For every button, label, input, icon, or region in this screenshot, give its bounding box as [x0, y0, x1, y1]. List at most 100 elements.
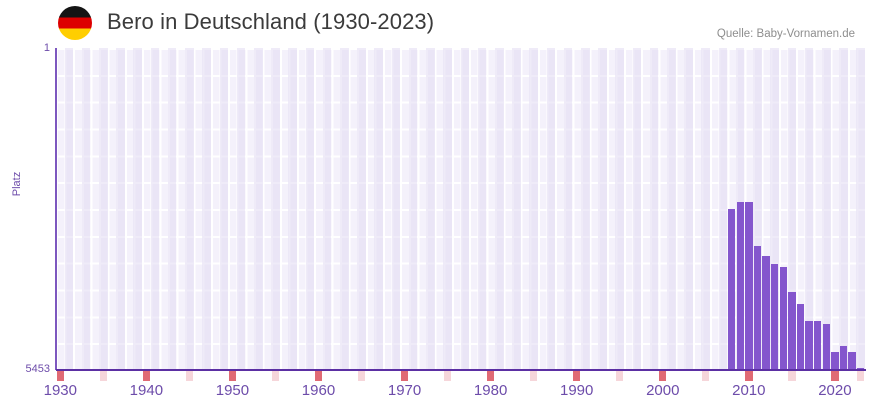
column-band [305, 48, 315, 370]
germany-flag-icon [58, 6, 92, 40]
min-marker [486, 371, 495, 381]
min-marker [616, 371, 624, 381]
bar[interactable] [839, 345, 848, 370]
column-band [632, 48, 642, 370]
min-marker [228, 371, 237, 381]
min-marker [271, 371, 280, 381]
min-marker [443, 371, 452, 381]
min-marker [572, 371, 581, 381]
column-band [150, 48, 160, 370]
bar[interactable] [822, 324, 830, 370]
bar[interactable] [813, 320, 822, 370]
x-axis-tick-label: 2000 [646, 382, 680, 399]
column-band [753, 48, 762, 370]
column-band [357, 48, 366, 370]
column-band [202, 48, 211, 370]
source-attribution: Quelle: Baby-Vornamen.de [716, 28, 855, 40]
y-axis-tick-bottom: 5453 [25, 363, 50, 375]
column-band [374, 48, 384, 370]
column-band [821, 48, 831, 370]
column-band [443, 48, 452, 370]
y-axis-line [55, 48, 57, 370]
column-band [340, 48, 349, 370]
min-marker [56, 371, 64, 381]
bar[interactable] [736, 201, 744, 370]
bar[interactable] [779, 266, 787, 370]
plot-area [56, 48, 865, 370]
column-band [770, 48, 779, 370]
column-band [546, 48, 556, 370]
bar[interactable] [848, 352, 856, 370]
x-axis-tick-label: 1940 [129, 382, 164, 399]
column-band [580, 48, 590, 370]
column-band [563, 48, 573, 370]
min-marker [788, 371, 796, 381]
column-band [408, 48, 418, 370]
column-band [512, 48, 521, 370]
column-band [219, 48, 229, 370]
min-marker [659, 371, 667, 381]
column-band [116, 48, 125, 370]
column-band [701, 48, 711, 370]
column-band [839, 48, 848, 370]
min-marker [142, 371, 151, 381]
column-band [322, 48, 332, 370]
min-marker [400, 371, 409, 381]
bar[interactable] [753, 245, 762, 370]
column-band [460, 48, 470, 370]
bar[interactable] [796, 303, 805, 370]
x-axis-tick-label: 1980 [473, 382, 508, 399]
bar[interactable] [805, 320, 813, 370]
column-band [167, 48, 177, 370]
min-marker [314, 371, 323, 381]
column-band [288, 48, 297, 370]
column-band [598, 48, 607, 370]
chart-header: Bero in Deutschland (1930-2023) Quelle: … [0, 0, 873, 48]
column-band [529, 48, 538, 370]
column-band [64, 48, 74, 370]
bar[interactable] [770, 263, 779, 370]
column-band [253, 48, 263, 370]
min-marker [99, 371, 108, 381]
x-axis-tick-label: 1950 [215, 382, 250, 399]
column-band [684, 48, 693, 370]
x-axis-tick-label: 2010 [732, 382, 766, 399]
column-band [477, 48, 487, 370]
min-marker [529, 371, 538, 381]
column-band [494, 48, 504, 370]
x-axis-tick-label: 2020 [818, 382, 852, 399]
column-band [185, 48, 194, 370]
min-marker [856, 371, 865, 381]
bar[interactable] [788, 291, 796, 370]
column-band [856, 48, 865, 370]
column-band [391, 48, 401, 370]
min-marker [745, 371, 753, 381]
x-axis-tick-label: 1970 [387, 382, 422, 399]
x-axis-tick-label: 1930 [43, 382, 77, 399]
x-axis-line [56, 369, 866, 371]
column-band [236, 48, 246, 370]
y-axis-tick-top: 1 [43, 42, 50, 54]
column-band [271, 48, 280, 370]
column-band [81, 48, 91, 370]
page-title: Bero in Deutschland (1930-2023) [107, 9, 435, 34]
bar[interactable] [762, 255, 770, 370]
x-axis-tick-label: 1990 [559, 382, 594, 399]
column-band [615, 48, 624, 370]
column-band [667, 48, 676, 370]
bar[interactable] [745, 201, 753, 370]
column-band [133, 48, 143, 370]
min-marker [702, 371, 710, 381]
column-band [718, 48, 728, 370]
column-band [426, 48, 435, 370]
column-band [804, 48, 814, 370]
column-band [787, 48, 797, 370]
column-band [99, 48, 108, 370]
bar[interactable] [727, 208, 736, 370]
min-marker [831, 371, 839, 381]
bar[interactable] [831, 352, 839, 370]
column-band [649, 48, 659, 370]
y-axis-title: Platz [11, 171, 23, 197]
min-marker [185, 371, 194, 381]
